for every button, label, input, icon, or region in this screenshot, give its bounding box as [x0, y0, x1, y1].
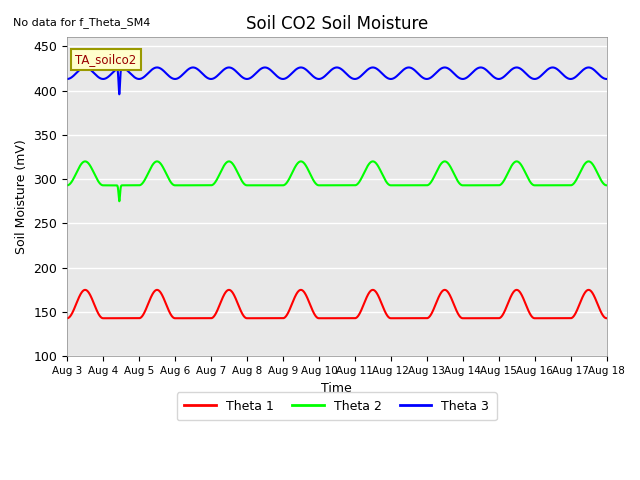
Text: No data for f_Theta_SM4: No data for f_Theta_SM4: [13, 17, 150, 28]
Text: TA_soilco2: TA_soilco2: [76, 53, 136, 66]
X-axis label: Time: Time: [321, 382, 352, 395]
Title: Soil CO2 Soil Moisture: Soil CO2 Soil Moisture: [246, 15, 428, 33]
Legend: Theta 1, Theta 2, Theta 3: Theta 1, Theta 2, Theta 3: [177, 392, 497, 420]
Y-axis label: Soil Moisture (mV): Soil Moisture (mV): [15, 140, 28, 254]
